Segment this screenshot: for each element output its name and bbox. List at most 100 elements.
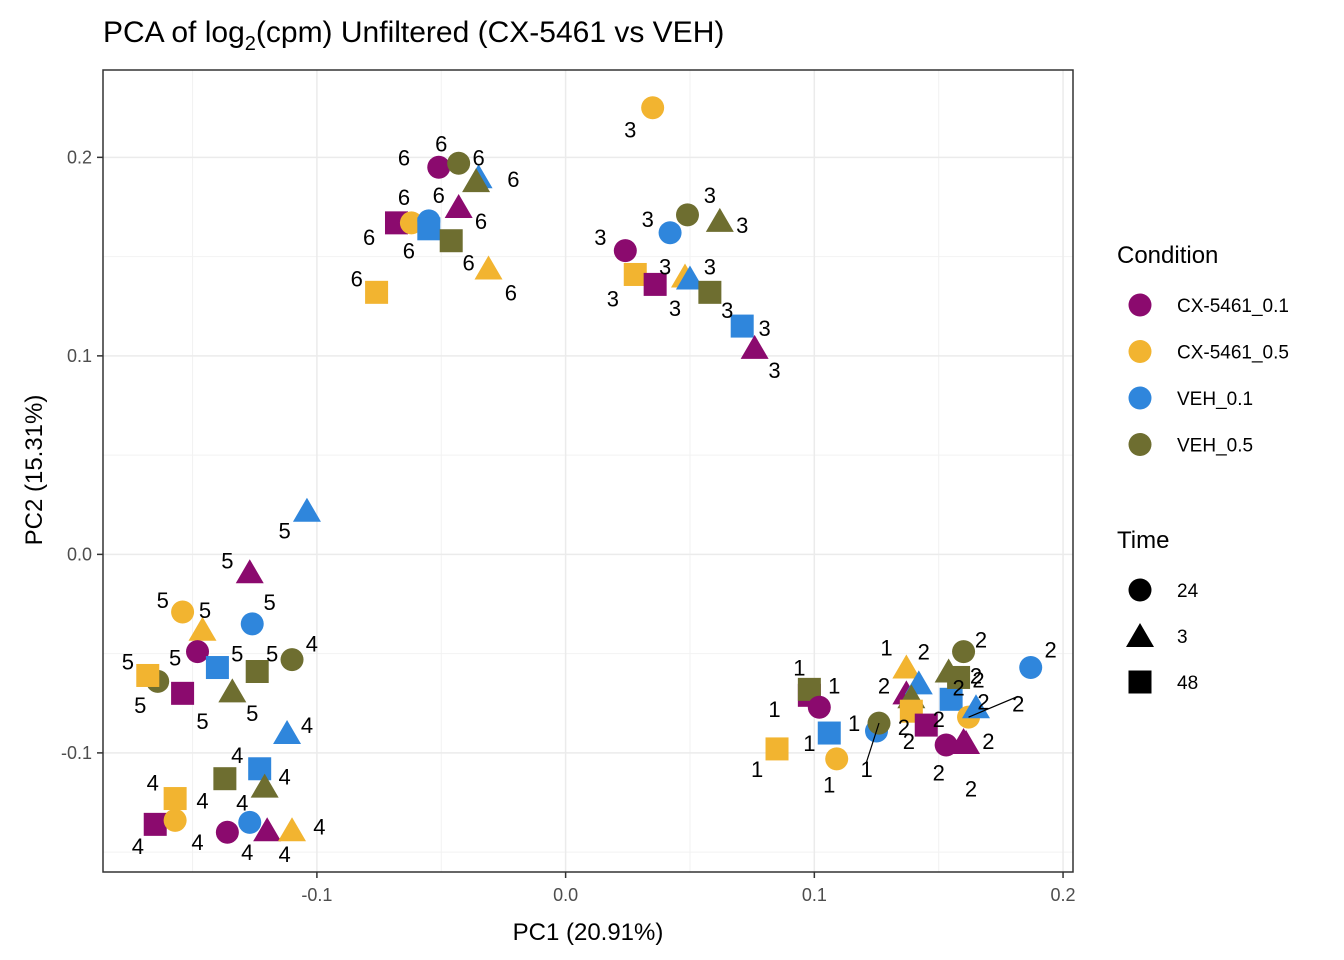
point-label: 6	[435, 131, 447, 156]
legend-label-condition: VEH_0.5	[1177, 436, 1253, 457]
point-label: 1	[828, 673, 840, 698]
point-label: 3	[669, 296, 681, 321]
point-cx-5461-0-5-t24	[171, 600, 195, 624]
point-label: 4	[191, 830, 203, 855]
point-cx-5461-0-1-t3	[253, 817, 282, 842]
point-label: 2	[970, 663, 982, 688]
point-label: 5	[231, 642, 243, 667]
legend-label-time: 48	[1177, 673, 1198, 694]
point-label: 2	[878, 673, 890, 698]
x-axis-title: PC1 (20.91%)	[513, 919, 664, 946]
point-veh-0-1-t48	[205, 656, 229, 680]
legend-label-condition: CX-5461_0.1	[1177, 296, 1289, 317]
point-veh-0-5-t48	[439, 229, 463, 253]
point-cx-5461-0-1-t48	[171, 681, 195, 705]
point-label: 4	[196, 789, 208, 814]
point-cx-5461-0-1-t48	[643, 272, 667, 296]
point-label: 3	[758, 316, 770, 341]
legend-conditions: CX-5461_0.1 CX-5461_0.5 VEH_0.1 VEH_0.5	[1128, 293, 1289, 457]
point-label: 3	[659, 255, 671, 280]
point-label: 6	[472, 145, 484, 170]
point-label: 1	[880, 636, 892, 661]
point-label: 2	[952, 675, 964, 700]
chart-title-subscript: 2	[245, 33, 256, 55]
point-label: 4	[301, 713, 313, 738]
point-label: 2	[1044, 638, 1056, 663]
point-label: 4	[236, 791, 248, 816]
legend: Condition CX-5461_0.1 CX-5461_0.5 VEH_0.1 V…	[1117, 242, 1289, 694]
point-label: 3	[736, 213, 748, 238]
legend-swatch-cx-5461-0-5	[1128, 340, 1152, 363]
point-label: 5	[264, 590, 276, 615]
legend-time-title: Time	[1117, 527, 1169, 554]
point-label: 6	[507, 167, 519, 192]
point-label: 6	[398, 145, 410, 170]
point-veh-0-5-t3	[705, 207, 734, 232]
point-label: 6	[351, 266, 363, 291]
plot-border	[102, 69, 1074, 873]
point-cx-5461-0-1-t48	[143, 812, 167, 836]
x-tick-label: 0.0	[553, 885, 578, 905]
point-label: 5	[266, 642, 278, 667]
point-cx-5461-0-1-t48	[914, 713, 938, 737]
point-label: 3	[704, 183, 716, 208]
y-tick-label: 0.2	[67, 147, 92, 167]
point-label: 1	[768, 697, 780, 722]
point-cx-5461-0-5-t48	[765, 737, 789, 761]
point-label: 4	[231, 743, 243, 768]
point-veh-0-1-t48	[817, 721, 841, 745]
y-tick-label: 0.1	[67, 346, 92, 366]
legend-shape-square	[1128, 670, 1152, 694]
point-label: 1	[803, 731, 815, 756]
point-cx-5461-0-5-t24	[163, 808, 187, 832]
legend-label-condition: VEH_0.1	[1177, 389, 1253, 410]
point-label: 5	[134, 693, 146, 718]
point-label: 4	[147, 771, 159, 796]
point-veh-0-1-t48	[939, 687, 963, 711]
point-veh-0-1-t3	[962, 694, 990, 719]
point-cx-5461-0-5-t48	[163, 787, 187, 811]
point-cx-5461-0-1-t3	[235, 559, 264, 584]
point-label: 3	[607, 286, 619, 311]
point-cx-5461-0-5-t48	[623, 262, 647, 286]
point-label: 2	[903, 729, 915, 754]
legend-label-condition: CX-5461_0.5	[1177, 343, 1289, 364]
point-veh-0-1-t3	[292, 497, 321, 522]
point-veh-0-1-t24	[238, 810, 262, 834]
point-cx-5461-0-1-t24	[427, 155, 451, 179]
point-label: 2	[933, 707, 945, 732]
point-label: 5	[157, 588, 169, 613]
point-label: 5	[199, 598, 211, 623]
point-label: 3	[624, 118, 636, 143]
x-tick-label: -0.1	[301, 885, 332, 905]
plot-background	[103, 70, 1073, 872]
point-label: 6	[398, 185, 410, 210]
point-label: 6	[462, 251, 474, 276]
point-veh-0-1-t24	[240, 612, 264, 636]
point-label: 3	[594, 225, 606, 250]
point-label: 5	[221, 548, 233, 573]
y-tick-label: 0.0	[67, 544, 92, 564]
point-veh-0-5-t3	[250, 773, 279, 798]
point-label: 1	[860, 757, 872, 782]
point-veh-0-5-t48	[213, 767, 237, 791]
point-cx-5461-0-5-t3	[188, 616, 217, 641]
data-points	[136, 96, 1043, 844]
x-tick-label: 0.1	[802, 885, 827, 905]
point-label: 1	[848, 711, 860, 736]
point-label: 6	[363, 225, 375, 250]
label-leader-line	[968, 695, 1019, 718]
point-label: 3	[768, 358, 780, 383]
point-label: 2	[918, 640, 930, 665]
point-veh-0-1-t48	[248, 757, 272, 781]
x-axis: -0.1 0.0 0.1 0.2	[301, 872, 1076, 905]
point-cx-5461-0-5-t3	[474, 255, 503, 280]
point-label: 5	[196, 709, 208, 734]
point-cx-5461-0-1-t24	[807, 695, 831, 719]
point-label: 4	[241, 840, 253, 865]
point-label: 2	[975, 628, 987, 653]
point-label: 5	[169, 646, 181, 671]
point-veh-0-5-t48	[947, 665, 971, 689]
point-cx-5461-0-1-t24	[186, 640, 210, 664]
point-label: 5	[246, 701, 258, 726]
